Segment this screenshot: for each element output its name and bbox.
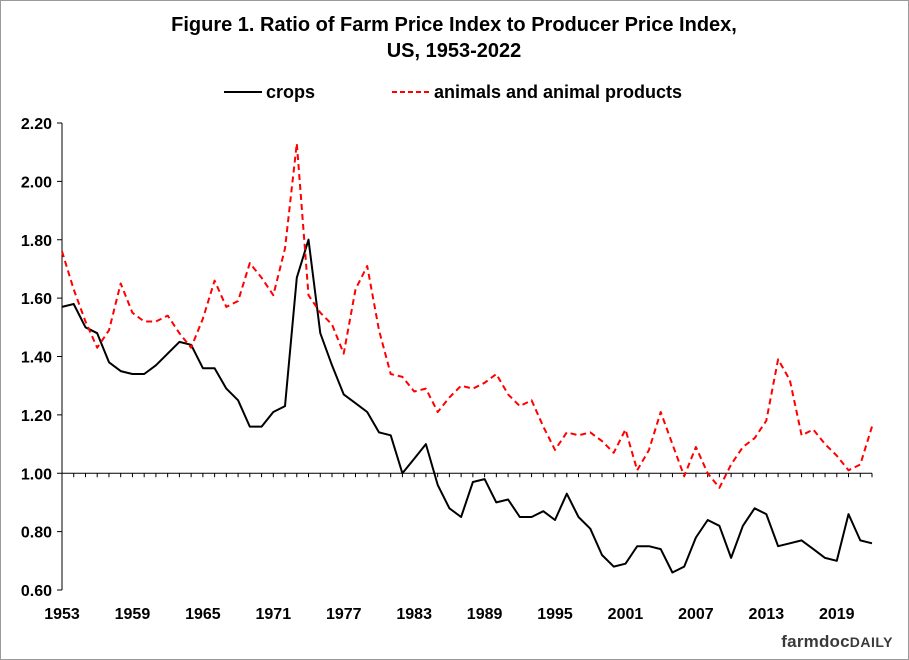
- y-tick-label: 1.20: [21, 408, 52, 425]
- x-tick-label: 2019: [819, 606, 855, 623]
- x-tick-label: 1971: [256, 606, 292, 623]
- x-tick-label: 2007: [678, 606, 714, 623]
- series-line-animals: [61, 142, 873, 489]
- brand-logo: farmdocDAILY: [781, 632, 893, 652]
- legend-label-animals: animals and animal products: [434, 82, 682, 102]
- x-tick-label: 1959: [115, 606, 151, 623]
- y-tick-label: 1.80: [21, 233, 52, 250]
- brand-name-part2: DAILY: [849, 634, 893, 650]
- axes: 0.60 0.80 1.00 1.20 1.40 1.60 1.80 2.00 2.20 1953…: [21, 116, 873, 623]
- chart-subtitle: US, 1953-2022: [387, 40, 522, 62]
- y-tick-label: 1.40: [21, 350, 52, 367]
- x-tick-label: 1989: [467, 606, 503, 623]
- brand-name-part1: farmdoc: [781, 632, 850, 651]
- legend-label-crops: crops: [266, 82, 315, 102]
- x-tick-label: 1995: [537, 606, 573, 623]
- y-tick-label: 2.00: [21, 174, 52, 191]
- x-tick-label: 2013: [749, 606, 785, 623]
- y-tick-label: 0.60: [21, 583, 52, 600]
- chart-title: Figure 1. Ratio of Farm Price Index to P…: [171, 14, 737, 36]
- y-tick-label: 1.60: [21, 291, 52, 308]
- x-tick-label: 1953: [44, 606, 80, 623]
- y-tick-label: 0.80: [21, 525, 52, 542]
- x-tick-label: 1977: [326, 606, 362, 623]
- x-tick-label: 1983: [396, 606, 432, 623]
- legend: crops animals and animal products: [224, 82, 682, 102]
- x-tick-label: 1965: [185, 606, 221, 623]
- x-tick-label: 2001: [608, 606, 644, 623]
- y-tick-label: 1.00: [21, 466, 52, 483]
- y-tick-label: 2.20: [21, 116, 52, 133]
- series-line-crops: [61, 238, 873, 574]
- series-layer: [61, 142, 873, 574]
